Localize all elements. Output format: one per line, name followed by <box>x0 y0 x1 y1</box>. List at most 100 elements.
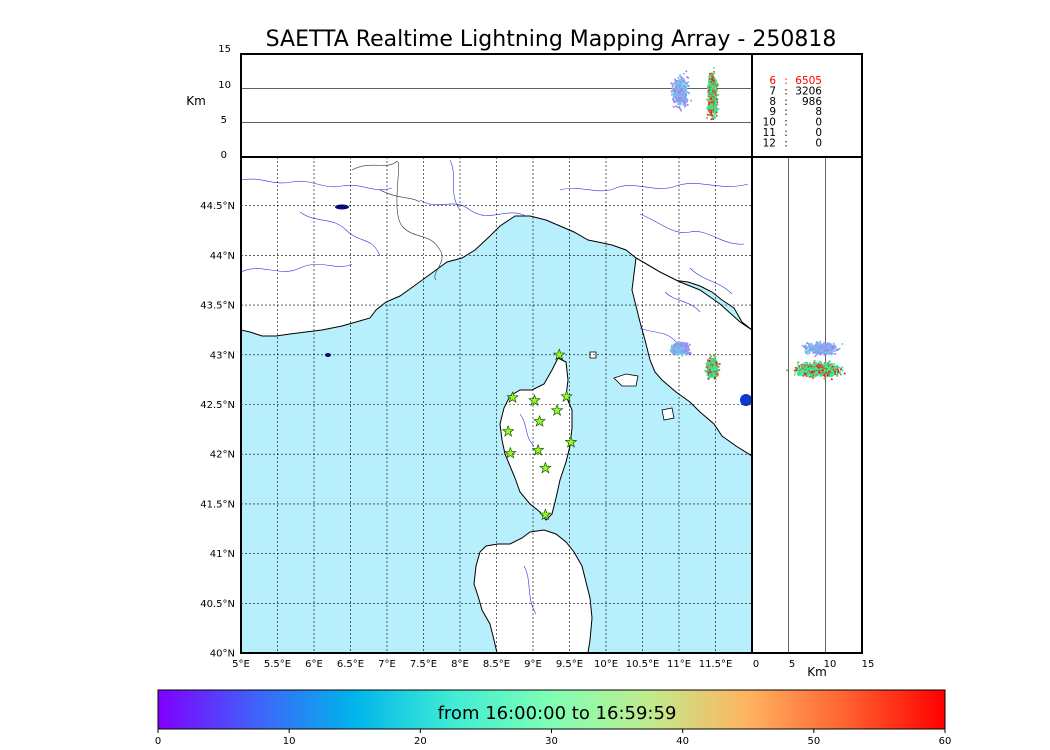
lightning-source-altlat <box>809 347 812 350</box>
lightning-source-altlat <box>814 355 817 357</box>
colorbar: from 16:00:00 to 16:59:59 0 10 20 30 40 50 60 <box>155 689 951 747</box>
lightning-source-altlat <box>833 363 836 365</box>
lightning-source-altlon <box>714 83 717 86</box>
lightning-source <box>683 350 686 353</box>
alt-lat-panel: 0 5 10 15 Km <box>751 156 875 679</box>
lon-tick-label: 8.5°E <box>483 659 510 670</box>
lightning-source-altlat <box>825 352 828 355</box>
lightning-source-altlat <box>805 352 808 355</box>
lightning-source-altlon <box>707 89 710 92</box>
lightning-source-altlat <box>826 348 829 351</box>
lightning-source <box>711 375 714 378</box>
lon-tick-labels: 5°E 5.5°E 6°E 6.5°E 7°E 7.5°E 8°E 8.5°E 9°E 9.5°E… <box>232 659 732 670</box>
lat-tick-label: 40.5°N <box>200 599 235 610</box>
lightning-source <box>688 343 691 346</box>
alt-lon-ylabel: Km <box>186 94 206 108</box>
lightning-source-altlon <box>685 100 688 103</box>
lightning-source-altlat <box>829 375 832 378</box>
alt-lat-xtick-15: 15 <box>862 659 875 670</box>
lightning-source-altlat <box>824 369 827 372</box>
lightning-source-altlon <box>683 81 686 84</box>
lightning-source-altlon <box>674 78 677 81</box>
lightning-source-altlon <box>708 77 711 80</box>
alt-lon-ytick-5: 5 <box>221 115 227 126</box>
lon-tick-label: 5.5°E <box>264 659 291 670</box>
lightning-source-altlat <box>821 345 824 348</box>
lightning-source-altlon <box>673 89 676 92</box>
lightning-source-altlat <box>812 366 815 369</box>
lightning-source-altlon <box>673 93 676 95</box>
lightning-source-altlon <box>675 90 678 93</box>
lightning-source-altlat <box>798 365 801 368</box>
lightning-source-altlat <box>804 372 807 375</box>
lightning-source-altlon <box>678 105 681 108</box>
lightning-source-altlat <box>823 348 826 351</box>
lightning-source-altlat <box>813 375 816 378</box>
lightning-source <box>706 359 710 362</box>
lat-tick-label: 41°N <box>210 549 235 560</box>
lightning-source-altlat <box>813 348 816 351</box>
lightning-source-altlat <box>807 349 810 352</box>
lon-tick-label: 6.5°E <box>337 659 364 670</box>
lightning-source-altlon <box>708 111 711 113</box>
lightning-source <box>674 343 677 346</box>
lightning-source-altlat <box>823 362 826 365</box>
lightning-source-altlon <box>713 91 716 94</box>
station-count-stations: 10 <box>763 117 776 129</box>
lightning-source <box>670 344 674 347</box>
lat-tick-label: 44.5°N <box>200 201 235 212</box>
station-count-sep: : <box>784 127 788 139</box>
lightning-source-altlat <box>832 368 835 371</box>
lightning-source-altlat <box>794 366 797 369</box>
lightning-source <box>675 353 678 356</box>
lat-tick-labels: 40°N 40.5°N 41°N 41.5°N 42°N 42.5°N 43°N 43.5°N… <box>200 201 235 659</box>
lightning-source-altlat <box>806 346 809 349</box>
lightning-source-altlon <box>713 93 716 96</box>
lightning-source-altlon <box>706 117 709 119</box>
lightning-source-altlon <box>711 107 714 110</box>
lightning-source <box>677 352 680 356</box>
lightning-source-altlat <box>801 344 804 347</box>
lightning-source-altlat <box>831 365 834 368</box>
alt-lon-ytick-0: 0 <box>221 150 227 161</box>
lightning-source-altlat <box>837 366 840 369</box>
lightning-source-altlon <box>682 89 685 92</box>
lightning-source-altlon <box>681 84 684 87</box>
lightning-source-altlon <box>714 88 717 91</box>
lightning-source <box>716 368 719 371</box>
lightning-source-altlat <box>816 353 819 355</box>
lightning-source-altlon <box>708 99 711 102</box>
lightning-source-altlon <box>677 93 680 96</box>
lightning-source <box>709 355 713 358</box>
lightning-source-altlat <box>826 351 829 353</box>
lightning-source <box>713 376 716 379</box>
lightning-source-altlat <box>809 366 812 369</box>
lightning-source <box>675 346 678 349</box>
lightning-source-altlat <box>829 343 832 346</box>
lon-tick-label: 9.5°E <box>556 659 583 670</box>
lightning-source-altlat <box>843 372 846 375</box>
lightning-source-altlon <box>707 87 710 90</box>
lightning-source-altlat <box>837 369 840 371</box>
station-count-sep: : <box>784 96 788 108</box>
lightning-source-altlat <box>786 369 789 372</box>
lightning-source-altlat <box>806 342 809 345</box>
lightning-source-altlat <box>797 364 800 367</box>
lightning-source <box>708 359 711 362</box>
lightning-source-altlat <box>827 342 830 344</box>
lightning-source-altlat <box>823 373 826 376</box>
land-areas <box>241 157 752 653</box>
alt-lat-points <box>786 340 846 381</box>
lightning-source <box>707 376 710 379</box>
lightning-source <box>718 362 721 365</box>
lightning-source <box>684 349 688 352</box>
lightning-source-altlat <box>832 352 835 355</box>
lightning-source-altlon <box>682 72 685 75</box>
lightning-source-altlon <box>677 84 680 87</box>
lightning-source-altlon <box>712 80 715 83</box>
lightning-source-altlon <box>677 79 680 82</box>
lightning-source-altlat <box>830 375 833 378</box>
lightning-source-altlat <box>800 373 803 376</box>
lightning-source-altlat <box>836 348 839 351</box>
